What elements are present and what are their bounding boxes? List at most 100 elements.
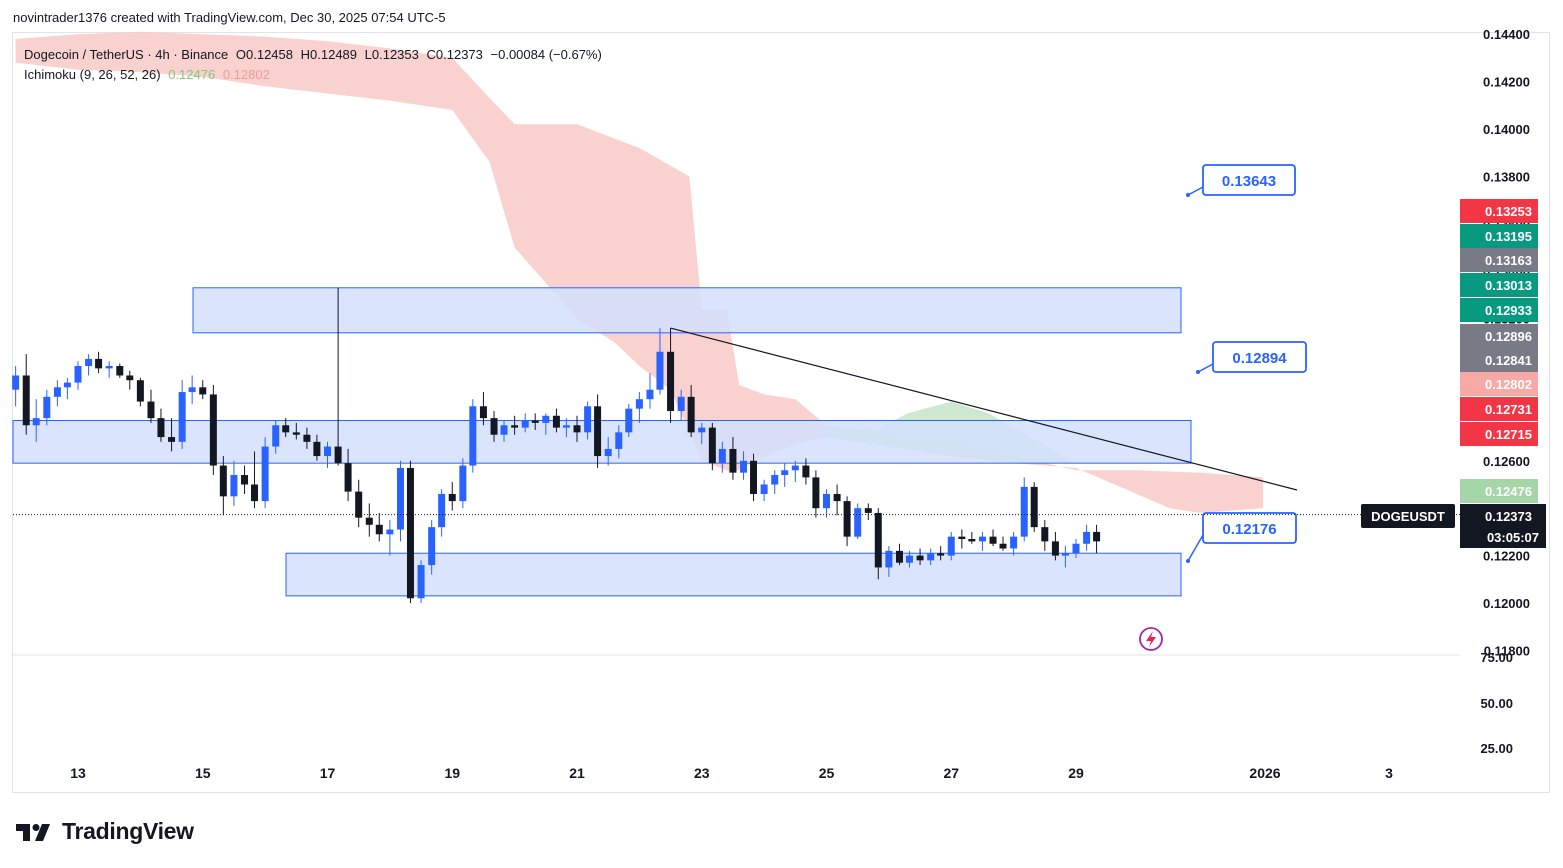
candle	[968, 531, 976, 544]
candle	[1072, 539, 1080, 558]
lightning-icon-ring	[1139, 627, 1163, 651]
candle-body	[469, 406, 477, 466]
price-tag-bg	[1460, 298, 1538, 322]
candle	[126, 370, 134, 390]
time-axis-tick: 21	[569, 765, 585, 781]
candle-body	[667, 351, 675, 412]
zone-callout-dot	[1186, 559, 1190, 563]
candle-body	[479, 406, 487, 419]
candle	[947, 531, 955, 561]
time-axis-tick: 23	[694, 765, 710, 781]
candle	[199, 380, 207, 400]
candle-body	[157, 418, 165, 438]
candle	[989, 529, 997, 547]
candle	[53, 380, 61, 407]
lightning-icon-bolt	[1146, 631, 1156, 647]
candle-body	[396, 467, 404, 530]
candle	[646, 373, 654, 409]
candle	[511, 415, 519, 435]
open-value: O0.12458	[235, 47, 293, 62]
zone-rect	[192, 287, 1182, 334]
candle	[562, 418, 570, 438]
candle-body	[802, 465, 810, 478]
candle-body	[854, 508, 862, 537]
candle	[479, 392, 487, 426]
price-tag-label: 0.12933	[1485, 303, 1532, 318]
tradingview-logo[interactable]: TradingView	[16, 818, 194, 845]
indicator-name[interactable]: Ichimoku (9, 26, 52, 26)	[24, 67, 161, 82]
candle	[32, 399, 40, 442]
price-tag-label: 0.13163	[1485, 253, 1532, 268]
symbol-title[interactable]: Dogecoin / TetherUS · 4h · Binance	[24, 47, 229, 62]
candle	[874, 508, 882, 580]
candle	[542, 413, 550, 435]
ohlc-legend-line: Dogecoin / TetherUS · 4h · Binance O0.12…	[24, 45, 606, 65]
candle-body	[927, 553, 935, 561]
candle	[43, 389, 51, 426]
candle-body	[885, 550, 893, 568]
candle	[282, 418, 290, 438]
candle-body	[573, 425, 581, 433]
candle-body	[313, 441, 321, 457]
candle-body	[937, 553, 945, 556]
candle	[823, 489, 830, 518]
chart-panel[interactable]	[12, 32, 1550, 793]
candle-body	[178, 392, 186, 442]
candle-body	[978, 536, 986, 542]
zone-callout-dot	[1186, 193, 1190, 197]
candle	[147, 389, 155, 423]
zone-callout-label: 0.12894	[1232, 350, 1287, 367]
price-tag-bg	[1460, 397, 1538, 421]
candle	[324, 441, 331, 468]
candle-body	[542, 415, 550, 423]
candle	[344, 448, 352, 502]
candle-body	[511, 425, 519, 428]
candle	[999, 536, 1007, 551]
candle-body	[438, 493, 446, 528]
candle-body	[687, 396, 695, 433]
candle-body	[105, 366, 113, 369]
price-tag-label: 0.12715	[1485, 427, 1532, 442]
tradingview-logo-icon	[16, 823, 50, 841]
price-tags: 0.13253 0.13195 0.13163 0.13013 0.12933 0.128…	[1361, 199, 1546, 548]
price-zones: 0.13643 0.12894 0.12176	[12, 164, 1307, 597]
candle	[188, 375, 196, 404]
candle-body	[324, 446, 331, 457]
candle-body	[823, 493, 830, 509]
candle-body	[594, 406, 602, 457]
candle	[740, 451, 748, 480]
chart-legend: Dogecoin / TetherUS · 4h · Binance O0.12…	[24, 45, 606, 85]
candle	[313, 434, 321, 461]
candle	[833, 484, 841, 516]
zone-callout-box	[1212, 341, 1307, 373]
symbol-tag-bg	[1361, 504, 1455, 528]
price-tag-bg	[1460, 224, 1538, 248]
price-tag-bg	[1460, 199, 1538, 223]
price-tag-label: 0.13253	[1485, 204, 1532, 219]
candle	[677, 389, 685, 421]
change-value: −0.00084 (−0.67%)	[490, 47, 602, 62]
candle-body	[833, 493, 841, 502]
candle	[760, 479, 768, 502]
price-tag-label: 0.12841	[1485, 353, 1532, 368]
candle	[927, 548, 935, 566]
candle	[22, 354, 30, 435]
price-axis-tick: 0.12200	[1483, 549, 1530, 564]
candle	[459, 458, 467, 509]
candle	[303, 427, 311, 449]
candle-body	[261, 446, 269, 502]
candle-body	[116, 366, 124, 376]
candle-body	[1072, 543, 1080, 554]
candle-body	[999, 543, 1007, 549]
candle-body	[968, 539, 976, 542]
candle	[219, 456, 227, 516]
candle	[469, 399, 477, 473]
candle	[781, 463, 789, 487]
candle-body	[74, 366, 82, 383]
candle-body	[947, 536, 955, 556]
candle	[531, 413, 539, 430]
candle-body	[1020, 486, 1028, 537]
candle-body	[635, 399, 643, 409]
time-axis-tick: 27	[943, 765, 959, 781]
